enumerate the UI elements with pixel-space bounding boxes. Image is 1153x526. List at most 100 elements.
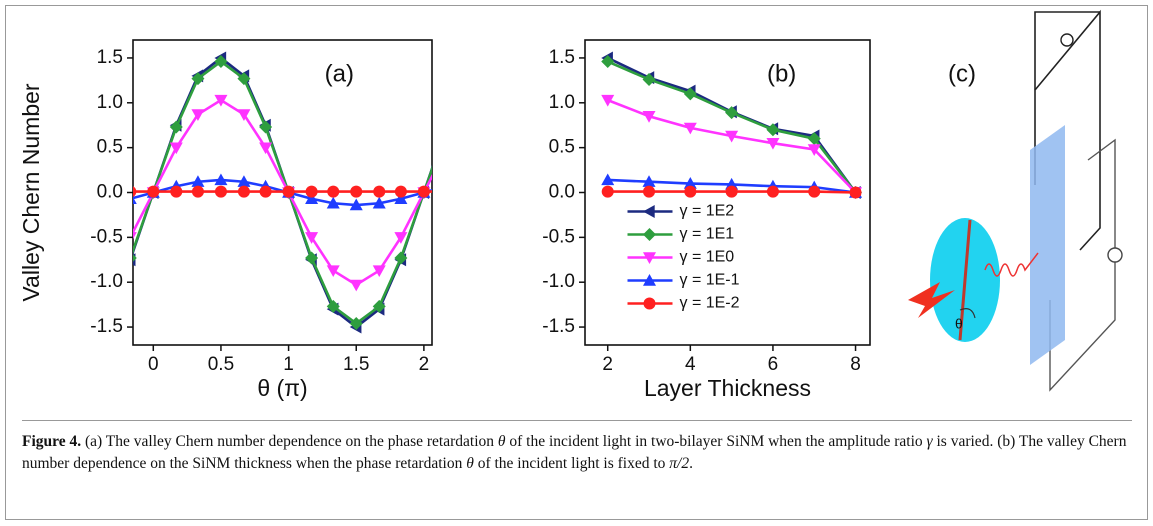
marker [282, 185, 295, 198]
marker [214, 185, 227, 198]
plot-frame [584, 39, 871, 346]
marker [683, 87, 697, 101]
marker [643, 274, 656, 286]
x-axis-label: Layer Thickness [644, 375, 811, 401]
marker [440, 180, 453, 192]
y-tick-label: 0.5 [549, 137, 575, 158]
marker [807, 144, 821, 156]
y-tick-label: -1.0 [90, 271, 123, 292]
marker [441, 186, 453, 198]
marker [642, 111, 656, 123]
marker [326, 196, 340, 209]
marker [237, 109, 251, 121]
y-tick-label: -0.5 [542, 226, 575, 247]
marker [766, 137, 780, 150]
sample-slab [1030, 125, 1065, 365]
legend-label: γ = 1E-2 [680, 295, 740, 312]
marker [305, 251, 319, 265]
marker [191, 185, 204, 198]
marker [766, 123, 780, 137]
y-tick-label: 1.0 [97, 92, 123, 113]
y-tick-label: -1.0 [542, 271, 575, 292]
marker [807, 132, 821, 146]
wire [1034, 11, 1100, 90]
marker [326, 265, 340, 278]
marker [440, 142, 453, 154]
light-wave [984, 252, 1039, 277]
marker [683, 122, 697, 135]
marker [169, 120, 183, 134]
plot-area [133, 51, 453, 334]
marker [259, 142, 273, 155]
angle-label: θ [955, 316, 963, 332]
caption-segment: is varied. (b) The valley Chern number d… [22, 433, 1127, 472]
marker [349, 198, 363, 211]
panel-label: (c) [948, 60, 976, 87]
legend-label: γ = 1E0 [680, 249, 735, 266]
chart: -1.5 -1.0 -0.5 0.0 0.5 1.0 1.5 0 0.5 1 1.5 2 θ (π) Va… [18, 39, 453, 401]
marker [725, 185, 738, 198]
marker [849, 186, 862, 199]
light-source [908, 282, 955, 318]
caption-text: (a) The valley Chern number dependence o… [22, 433, 1126, 472]
plot-area [601, 51, 863, 199]
y-tick-label: -1.5 [542, 316, 575, 337]
marker [327, 185, 340, 198]
marker [643, 205, 655, 218]
y-tick-label: -0.5 [90, 226, 123, 247]
marker [349, 279, 363, 292]
marker [305, 232, 319, 244]
caption-segment: of the incident light is fixed to [473, 455, 670, 472]
marker [642, 72, 656, 86]
marker [133, 186, 137, 197]
marker [808, 185, 821, 198]
polarization-line [958, 219, 972, 341]
caption-segment: (a) The valley Chern number dependence o… [85, 433, 498, 450]
x-tick-label: 0 [148, 354, 159, 375]
marker [725, 106, 739, 120]
marker [643, 252, 656, 264]
marker [601, 173, 615, 186]
x-axis-label: θ (π) [257, 375, 307, 401]
panel-label: (a) [325, 60, 354, 87]
x-tick-label: 6 [768, 354, 779, 375]
marker [191, 72, 205, 86]
y-tick-label: 1.5 [549, 47, 575, 68]
figure: θ (c) -1.5 -1.0 -0.5 0.0 0.5 1.0 1.5 0 0.5 1 1.5 2 θ… [18, 9, 1123, 401]
y-tick-label: 0.5 [97, 137, 123, 158]
marker [684, 185, 697, 198]
marker [237, 72, 251, 86]
marker [372, 299, 386, 313]
marker [133, 197, 137, 204]
marker [191, 109, 205, 121]
x-tick-label: 1 [283, 354, 294, 375]
caption-math: γ [926, 433, 933, 450]
marker [683, 177, 697, 189]
x-tick-label: 1.5 [343, 354, 369, 375]
marker [214, 94, 228, 107]
caption-segment: of the incident light in two-bilayer SiN… [505, 433, 927, 450]
legend-label: γ = 1E1 [680, 226, 735, 243]
marker [440, 119, 452, 132]
angle-arc [959, 308, 976, 319]
marker [350, 185, 363, 198]
x-tick-label: 2 [602, 354, 613, 375]
marker [133, 254, 137, 262]
marker [214, 173, 228, 186]
marker [191, 175, 205, 187]
marker [305, 185, 318, 198]
marker [372, 196, 386, 209]
marker [601, 94, 615, 107]
marker [169, 142, 183, 155]
marker [133, 232, 137, 239]
caption-math: θ [466, 455, 474, 472]
marker [237, 175, 251, 187]
legend-label: γ = 1E-1 [680, 272, 740, 289]
wire [1049, 138, 1116, 392]
x-tick-label: 8 [850, 354, 861, 375]
x-tick-label: 2 [419, 354, 430, 375]
y-tick-label: 0.0 [97, 182, 123, 203]
meter [1107, 247, 1123, 263]
marker [394, 185, 407, 198]
chart: -1.5 -1.0 -0.5 0.0 0.5 1.0 1.5 2 4 6 8 Layer Thickn… [542, 39, 871, 401]
